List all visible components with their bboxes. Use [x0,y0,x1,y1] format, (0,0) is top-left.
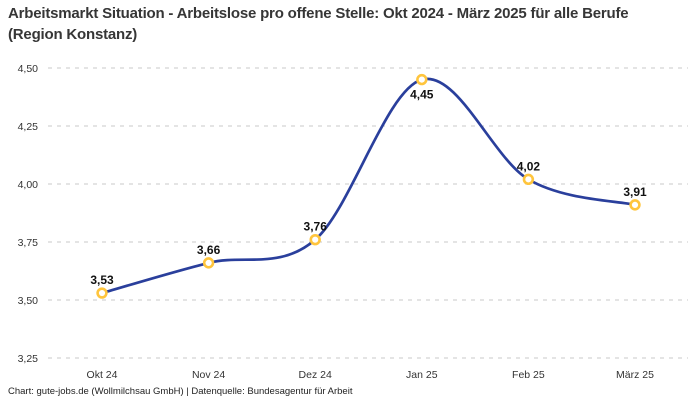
data-point-marker[interactable] [416,73,428,86]
x-axis-tick-label: Feb 25 [512,369,545,381]
x-axis-tick-label: Nov 24 [192,369,225,381]
y-axis-tick-label: 4,50 [18,63,39,75]
y-axis-tick-label: 3,50 [18,295,39,307]
x-axis-tick-label: Dez 24 [299,369,332,381]
data-point-label: 3,76 [304,220,328,234]
data-point-label: 4,02 [517,159,541,173]
data-point-label: 3,91 [623,185,647,199]
chart-footer-credit: Chart: gute-jobs.de (Wollmilchsau GmbH) … [8,386,353,397]
data-point-label: 3,53 [90,273,114,287]
data-point-marker[interactable] [202,257,215,269]
x-axis-tick-label: Jan 25 [406,369,438,381]
x-axis-tick-label: Okt 24 [87,369,118,381]
data-point-label: 3,66 [197,243,221,257]
y-axis-tick-label: 4,00 [18,179,39,191]
data-point-marker[interactable] [629,199,641,211]
chart-title: Arbeitsmarkt Situation - Arbeitslose pro… [8,5,629,44]
y-axis-tick-label: 4,25 [18,121,39,133]
series-line [100,77,637,295]
y-axis-tick-label: 3,25 [18,353,39,365]
data-point-marker[interactable] [96,287,108,299]
data-point-marker[interactable] [309,233,321,246]
y-axis-tick-label: 3,75 [18,237,39,249]
data-point-marker[interactable] [522,173,535,186]
data-point-label: 4,45 [410,88,434,102]
x-axis-tick-label: März 25 [616,369,654,381]
